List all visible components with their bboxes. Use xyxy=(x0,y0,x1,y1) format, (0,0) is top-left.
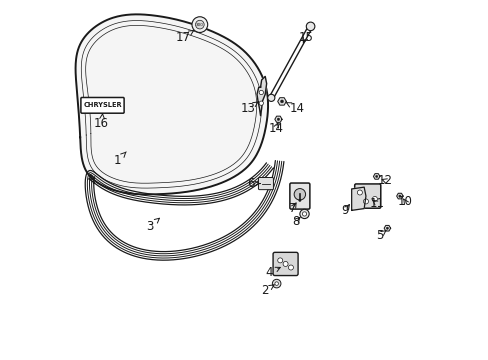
FancyBboxPatch shape xyxy=(272,252,298,275)
Text: 15: 15 xyxy=(298,31,313,44)
FancyBboxPatch shape xyxy=(354,184,380,208)
Text: 14: 14 xyxy=(268,122,283,135)
Circle shape xyxy=(386,227,388,229)
Circle shape xyxy=(277,258,282,263)
Text: 12: 12 xyxy=(377,174,392,187)
Text: 10: 10 xyxy=(397,195,412,208)
Polygon shape xyxy=(396,193,402,199)
Circle shape xyxy=(272,279,281,288)
Text: 1: 1 xyxy=(114,152,126,167)
Circle shape xyxy=(363,199,367,204)
Circle shape xyxy=(294,189,305,200)
Circle shape xyxy=(274,282,278,285)
Polygon shape xyxy=(373,174,379,179)
FancyBboxPatch shape xyxy=(81,98,124,113)
Polygon shape xyxy=(277,98,285,105)
Circle shape xyxy=(302,212,306,216)
Text: 6: 6 xyxy=(246,177,260,190)
Text: 16: 16 xyxy=(94,114,109,130)
Text: 17: 17 xyxy=(175,31,193,44)
Circle shape xyxy=(192,17,207,32)
Circle shape xyxy=(375,175,377,177)
Text: 11: 11 xyxy=(368,197,384,210)
Text: 8: 8 xyxy=(292,215,299,228)
Circle shape xyxy=(267,94,274,102)
Text: 13: 13 xyxy=(240,102,258,115)
Polygon shape xyxy=(274,116,282,122)
Text: 300: 300 xyxy=(196,23,203,27)
Circle shape xyxy=(259,101,263,105)
FancyBboxPatch shape xyxy=(258,177,273,190)
Text: 9: 9 xyxy=(341,204,349,217)
Text: 3: 3 xyxy=(146,218,159,233)
Polygon shape xyxy=(76,14,267,194)
Text: 5: 5 xyxy=(375,229,386,242)
Circle shape xyxy=(288,265,293,270)
Text: 2: 2 xyxy=(261,284,274,297)
Text: CHRYSLER: CHRYSLER xyxy=(83,102,122,108)
Polygon shape xyxy=(384,225,390,231)
Circle shape xyxy=(305,22,314,31)
Polygon shape xyxy=(351,187,365,210)
Text: 7: 7 xyxy=(288,202,296,215)
Text: 4: 4 xyxy=(264,266,280,279)
Circle shape xyxy=(372,197,377,202)
Circle shape xyxy=(259,90,263,95)
Circle shape xyxy=(283,261,287,266)
FancyBboxPatch shape xyxy=(289,183,309,209)
Circle shape xyxy=(280,100,283,103)
Circle shape xyxy=(299,209,308,219)
Text: 14: 14 xyxy=(286,102,304,115)
Circle shape xyxy=(277,118,279,121)
Circle shape xyxy=(398,195,400,197)
Polygon shape xyxy=(257,76,266,116)
Circle shape xyxy=(357,190,362,195)
Circle shape xyxy=(298,199,301,202)
Circle shape xyxy=(195,20,204,29)
